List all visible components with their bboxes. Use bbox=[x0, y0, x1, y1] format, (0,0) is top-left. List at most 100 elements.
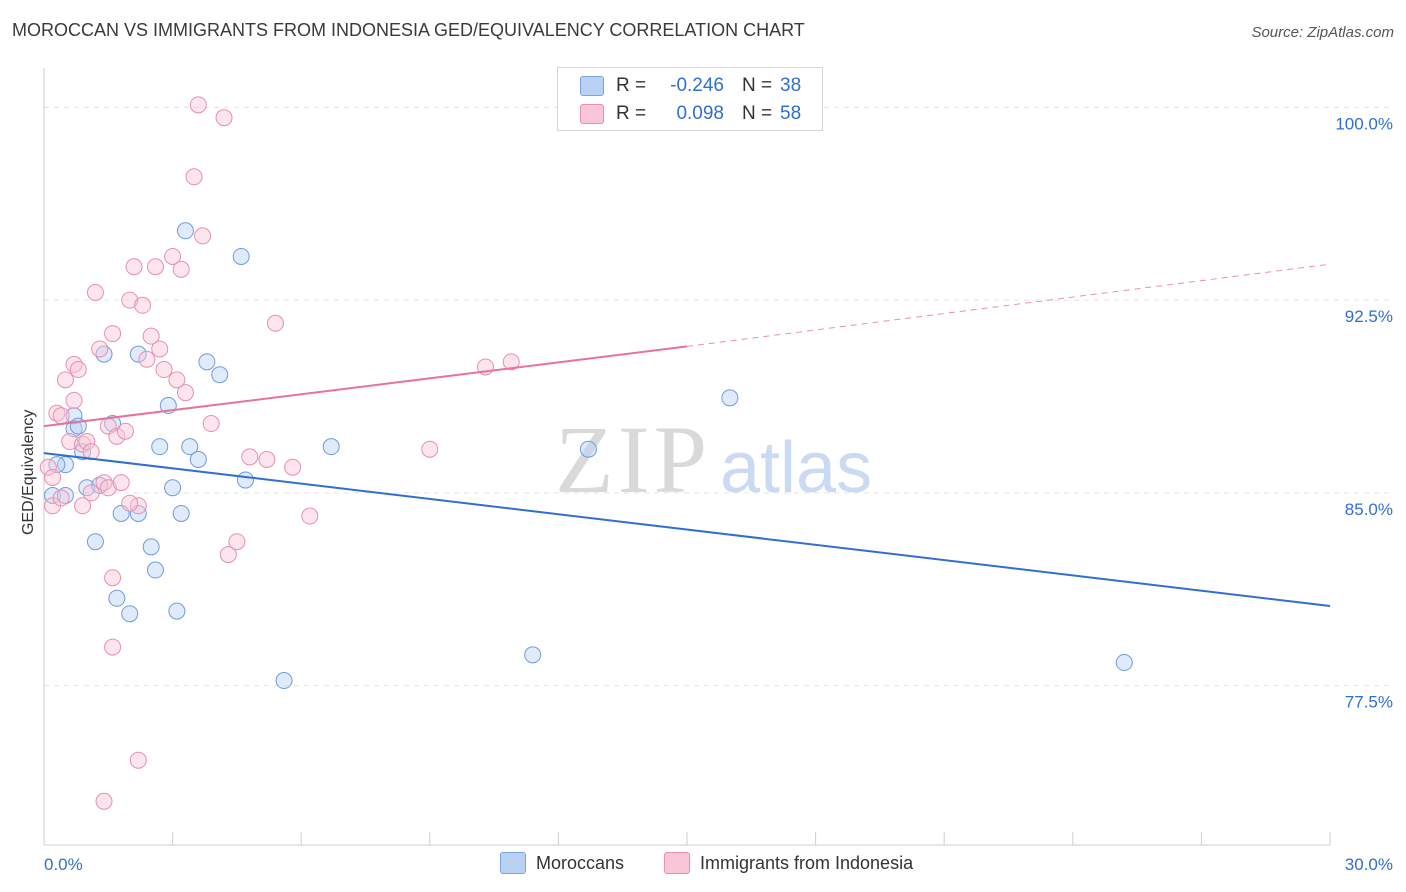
indonesia-point bbox=[104, 325, 122, 343]
indonesia-point bbox=[112, 474, 130, 492]
indonesia-point bbox=[116, 422, 134, 440]
indonesia-point bbox=[284, 458, 302, 476]
source-credit: Source: ZipAtlas.com bbox=[1251, 24, 1394, 41]
n-value-indonesia: 58 bbox=[780, 103, 802, 124]
indonesia-point bbox=[164, 247, 182, 265]
moroccans-point bbox=[181, 438, 199, 456]
indonesia-point bbox=[86, 283, 104, 301]
indonesia-point bbox=[502, 353, 520, 371]
moroccans-point bbox=[142, 538, 160, 556]
moroccans-point bbox=[121, 605, 139, 623]
indonesia-point bbox=[125, 258, 143, 276]
indonesia-point bbox=[421, 440, 439, 458]
moroccans-point bbox=[236, 471, 254, 489]
indonesia-point bbox=[82, 443, 100, 461]
legend-item-moroccans[interactable]: Moroccans bbox=[500, 852, 624, 874]
stats-row-indonesia: R = 0.098 N = 58 bbox=[580, 101, 820, 127]
moroccans-point bbox=[189, 451, 207, 468]
moroccans-point bbox=[579, 440, 597, 458]
indonesia-point bbox=[228, 533, 246, 551]
y-tick-label: 77.5% bbox=[1345, 693, 1393, 712]
legend: Moroccans Immigrants from Indonesia bbox=[0, 852, 1406, 878]
chart-title: MOROCCAN VS IMMIGRANTS FROM INDONESIA GE… bbox=[12, 20, 805, 40]
indonesia-point bbox=[74, 497, 92, 515]
x-tick-label: 30.0% bbox=[1345, 855, 1393, 874]
n-label: N = bbox=[742, 75, 773, 96]
indonesia-point bbox=[99, 479, 117, 497]
indonesia-point bbox=[78, 433, 96, 451]
indonesia-point bbox=[104, 569, 122, 587]
legend-label-indonesia: Immigrants from Indonesia bbox=[700, 852, 914, 873]
indonesia-point bbox=[65, 391, 83, 409]
moroccans-point bbox=[146, 561, 164, 579]
r-value-indonesia: 0.098 bbox=[676, 103, 724, 124]
r-label: R = bbox=[616, 103, 647, 124]
legend-item-indonesia[interactable]: Immigrants from Indonesia bbox=[664, 852, 913, 874]
indonesia-point bbox=[176, 384, 194, 402]
indonesia-point bbox=[52, 489, 70, 507]
n-label: N = bbox=[742, 103, 773, 124]
indonesia-point bbox=[266, 314, 284, 332]
indonesia-point bbox=[146, 258, 164, 276]
moroccans-point bbox=[524, 646, 542, 664]
legend-label-moroccans: Moroccans bbox=[536, 852, 625, 873]
indonesia-point bbox=[168, 371, 186, 389]
indonesia-point bbox=[194, 227, 212, 245]
moroccans-point bbox=[129, 345, 147, 363]
indonesia-point bbox=[258, 451, 276, 468]
moroccans-point bbox=[232, 247, 250, 265]
watermark-atlas: atlas bbox=[720, 428, 872, 508]
moroccans-point bbox=[56, 456, 74, 474]
moroccans-point bbox=[172, 504, 190, 522]
indonesia-trend-extension bbox=[686, 263, 1331, 347]
indonesia-point bbox=[104, 638, 122, 656]
stats-row-moroccans: R = -0.246 N = 38 bbox=[580, 73, 820, 99]
moroccans-point bbox=[198, 353, 216, 371]
y-tick-label: 92.5% bbox=[1345, 307, 1393, 326]
indonesia-point bbox=[56, 371, 74, 389]
moroccans-point bbox=[275, 672, 293, 690]
moroccans-point bbox=[176, 222, 194, 240]
x-tick-label: 0.0% bbox=[44, 855, 83, 874]
indonesia-point bbox=[91, 340, 109, 358]
stats-box: R = -0.246 N = 38 R = 0.098 N = 58 bbox=[557, 67, 823, 131]
y-tick-label: 100.0% bbox=[1335, 114, 1393, 133]
watermark-zip: ZIP bbox=[555, 406, 711, 513]
indonesia-point bbox=[69, 361, 87, 379]
y-tick-label: 85.0% bbox=[1345, 500, 1393, 519]
moroccans-point bbox=[151, 438, 169, 456]
moroccans-swatch bbox=[580, 76, 604, 96]
indonesia-point bbox=[151, 340, 169, 358]
indonesia-swatch bbox=[580, 104, 604, 124]
indonesia-point bbox=[39, 458, 57, 476]
indonesia-point bbox=[134, 296, 152, 314]
moroccans-legend-swatch bbox=[500, 852, 526, 874]
indonesia-point bbox=[129, 751, 147, 769]
indonesia-trend-line bbox=[43, 345, 688, 428]
moroccans-trend-line bbox=[43, 452, 1331, 607]
r-label: R = bbox=[616, 75, 647, 96]
indonesia-point bbox=[215, 109, 233, 127]
indonesia-point bbox=[121, 291, 139, 309]
indonesia-point bbox=[301, 507, 319, 525]
n-value-moroccans: 38 bbox=[780, 75, 802, 96]
indonesia-point bbox=[52, 407, 70, 425]
indonesia-point bbox=[219, 546, 237, 564]
indonesia-point bbox=[202, 415, 220, 433]
indonesia-point bbox=[189, 96, 207, 114]
indonesia-point bbox=[138, 350, 156, 368]
moroccans-point bbox=[721, 389, 739, 407]
indonesia-point bbox=[172, 260, 190, 278]
r-value-moroccans: -0.246 bbox=[670, 75, 724, 96]
indonesia-point bbox=[82, 484, 100, 502]
indonesia-point bbox=[95, 792, 113, 810]
moroccans-point bbox=[164, 479, 182, 497]
indonesia-point bbox=[44, 468, 62, 486]
moroccans-point bbox=[168, 602, 186, 620]
indonesia-point bbox=[155, 361, 173, 379]
moroccans-point bbox=[65, 407, 83, 425]
moroccans-point bbox=[211, 366, 229, 384]
indonesia-point bbox=[61, 433, 79, 451]
indonesia-point bbox=[185, 168, 203, 186]
